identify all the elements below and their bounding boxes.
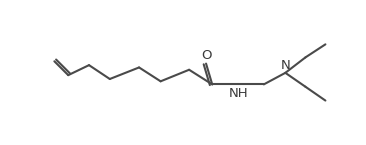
Text: N: N [280,59,290,72]
Text: NH: NH [229,87,248,100]
Text: O: O [201,49,211,62]
